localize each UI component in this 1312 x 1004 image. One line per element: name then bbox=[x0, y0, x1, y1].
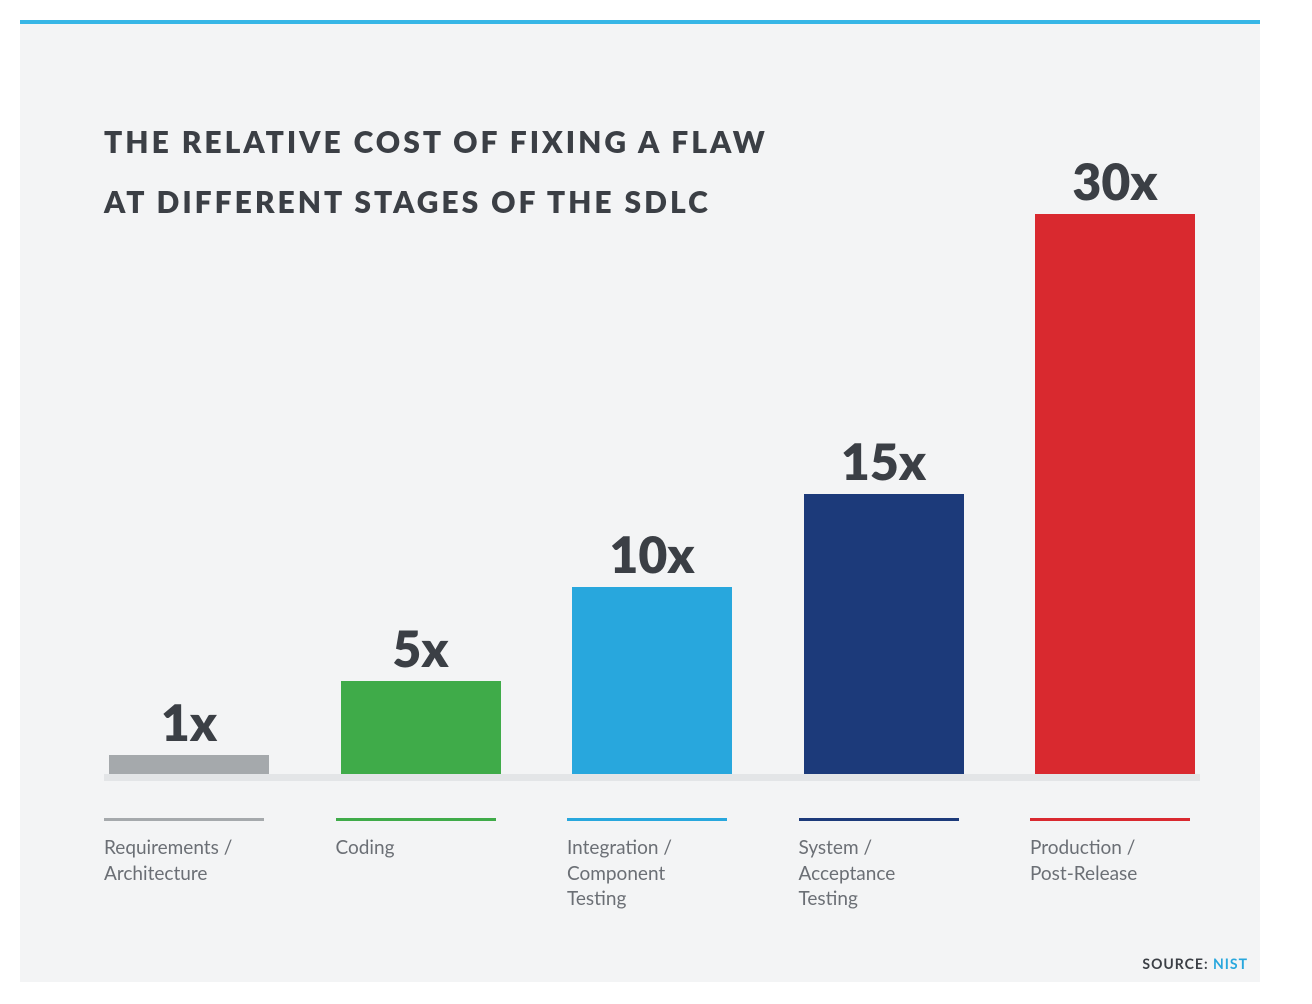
legend-label-0: Requirements / Architecture bbox=[104, 835, 232, 886]
bar-slot-0: 1x bbox=[104, 697, 274, 774]
legend-item-2: Integration / Component Testing bbox=[567, 818, 737, 912]
source-value: NIST bbox=[1213, 955, 1248, 972]
legend-label-3: System / Acceptance Testing bbox=[799, 835, 896, 912]
bar-4 bbox=[1035, 214, 1195, 774]
legend-label-2: Integration / Component Testing bbox=[567, 835, 672, 912]
bar-value-0: 1x bbox=[161, 697, 217, 747]
legend-label-1: Coding bbox=[336, 835, 395, 861]
bar-slot-4: 30x bbox=[1030, 156, 1200, 774]
bar-slot-2: 10x bbox=[567, 529, 737, 774]
bar-1 bbox=[341, 681, 501, 774]
chart-panel: THE RELATIVE COST OF FIXING A FLAW AT DI… bbox=[20, 24, 1260, 982]
bar-value-4: 30x bbox=[1072, 156, 1157, 206]
legend-swatch-4 bbox=[1030, 818, 1190, 821]
chart-baseline bbox=[104, 774, 1200, 781]
legend-swatch-3 bbox=[799, 818, 959, 821]
bar-0 bbox=[109, 755, 269, 774]
legend-item-0: Requirements / Architecture bbox=[104, 818, 274, 912]
bar-value-2: 10x bbox=[609, 529, 694, 579]
source-attribution: SOURCE: NIST bbox=[1142, 955, 1248, 972]
legend-swatch-0 bbox=[104, 818, 264, 821]
bar-value-1: 5x bbox=[392, 623, 448, 673]
legend: Requirements / Architecture Coding Integ… bbox=[104, 818, 1200, 912]
bars-container: 1x 5x 10x 15x 30x bbox=[104, 214, 1200, 774]
chart-plot-area: 1x 5x 10x 15x 30x bbox=[104, 214, 1200, 774]
legend-item-1: Coding bbox=[336, 818, 506, 912]
legend-item-4: Production / Post-Release bbox=[1030, 818, 1200, 912]
bar-2 bbox=[572, 587, 732, 774]
bar-value-3: 15x bbox=[841, 436, 926, 486]
source-key: SOURCE: bbox=[1142, 955, 1208, 972]
legend-label-4: Production / Post-Release bbox=[1030, 835, 1137, 886]
legend-item-3: System / Acceptance Testing bbox=[799, 818, 969, 912]
bar-3 bbox=[804, 494, 964, 774]
legend-swatch-1 bbox=[336, 818, 496, 821]
bar-slot-1: 5x bbox=[336, 623, 506, 774]
legend-swatch-2 bbox=[567, 818, 727, 821]
bar-slot-3: 15x bbox=[799, 436, 969, 774]
